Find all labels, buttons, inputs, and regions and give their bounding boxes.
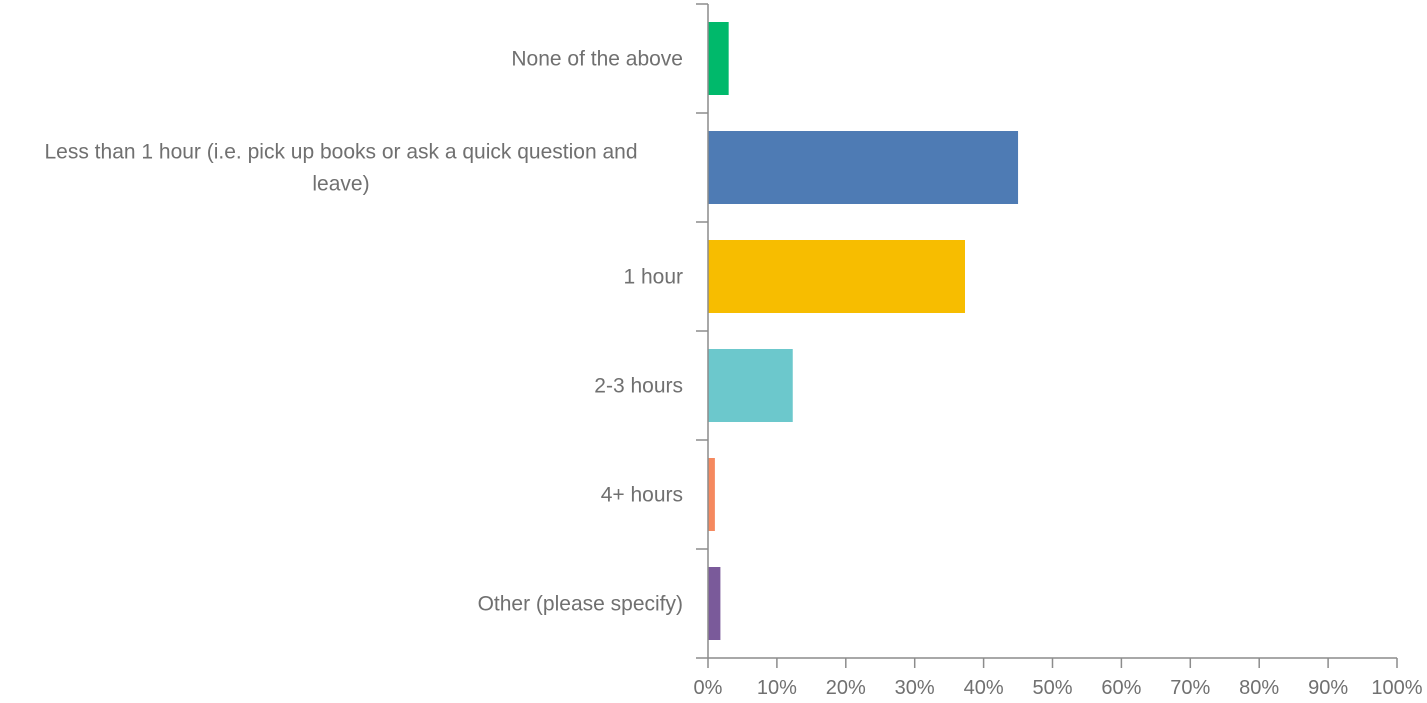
- x-tick-label-9: 90%: [1308, 677, 1348, 699]
- x-tick-label-0: 0%: [694, 677, 723, 699]
- x-tick-label-3: 30%: [895, 677, 935, 699]
- category-label-2: 1 hour: [623, 266, 683, 289]
- bar-0: [708, 22, 729, 95]
- category-labels-group: None of the above Less than 1 hour (i.e. …: [44, 48, 683, 616]
- category-label-1: Less than 1 hour (i.e. pick up books or …: [44, 141, 637, 196]
- category-label-5: Other (please specify): [478, 593, 683, 616]
- x-tick-label-4: 40%: [964, 677, 1004, 699]
- bar-1: [708, 131, 1019, 204]
- x-tick-label-7: 70%: [1170, 677, 1210, 699]
- axes-group: [696, 3, 1398, 668]
- x-tick-label-5: 50%: [1032, 677, 1072, 699]
- x-tick-label-1: 10%: [757, 677, 797, 699]
- bar-3: [708, 349, 793, 422]
- x-tick-label-10: 100%: [1371, 677, 1422, 699]
- x-tick-labels-group: 0% 10% 20% 30% 40% 50% 60% 70% 80% 90% 100%: [694, 677, 1423, 699]
- bars-group: [708, 22, 1019, 640]
- bar-4: [708, 458, 715, 531]
- category-label-3: 2-3 hours: [594, 375, 683, 398]
- category-label-4: 4+ hours: [601, 484, 683, 507]
- x-tick-label-6: 60%: [1101, 677, 1141, 699]
- x-tick-label-8: 80%: [1239, 677, 1279, 699]
- x-tick-label-2: 20%: [826, 677, 866, 699]
- category-label-0: None of the above: [511, 48, 683, 71]
- bar-2: [708, 240, 965, 313]
- bar-5: [708, 567, 721, 640]
